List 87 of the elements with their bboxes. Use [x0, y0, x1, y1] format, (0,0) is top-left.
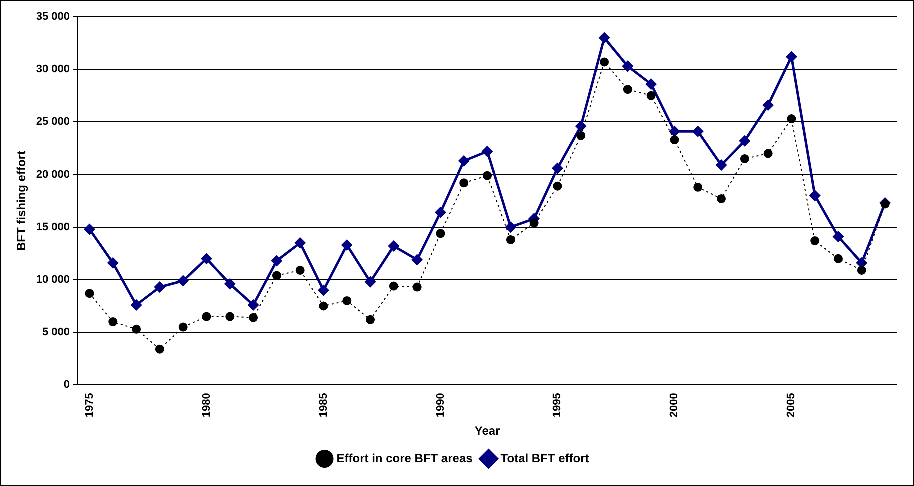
point	[669, 126, 680, 137]
y-tick-label: 35 000	[36, 11, 70, 24]
point	[226, 312, 235, 322]
point	[178, 322, 188, 332]
point	[622, 61, 634, 72]
x-tick-label: 1975	[84, 393, 96, 418]
point	[764, 149, 773, 158]
point	[694, 182, 703, 192]
x-tick-label: 2005	[786, 393, 798, 418]
point	[506, 235, 516, 244]
point	[576, 121, 586, 132]
point	[880, 200, 890, 209]
point	[670, 136, 680, 145]
legend-label: Total BFT effort	[500, 451, 590, 466]
point	[318, 285, 329, 296]
point	[388, 241, 400, 252]
point	[599, 32, 610, 44]
point	[834, 254, 844, 264]
x-axis-title: Year	[474, 424, 501, 438]
point	[412, 282, 422, 292]
y-tick-label: 5 000	[42, 326, 70, 339]
point	[154, 282, 166, 293]
x-tick-label: 2000	[668, 393, 681, 418]
point	[530, 218, 539, 228]
point	[576, 131, 586, 140]
point	[483, 171, 492, 180]
point	[202, 312, 212, 322]
point	[342, 296, 352, 306]
point	[365, 276, 376, 288]
y-tick-label: 20 000	[36, 168, 70, 181]
point	[833, 232, 844, 242]
point	[85, 289, 94, 298]
x-tick-label: 1985	[318, 393, 330, 418]
point	[600, 58, 610, 67]
point	[482, 146, 493, 157]
point	[786, 52, 797, 62]
point	[155, 344, 164, 354]
point	[132, 324, 142, 334]
point	[623, 85, 632, 94]
point	[342, 240, 352, 250]
point	[716, 160, 727, 171]
point	[131, 300, 142, 310]
y-tick-label: 30 000	[36, 64, 70, 76]
point	[857, 266, 866, 275]
point	[810, 236, 820, 246]
point	[272, 256, 282, 266]
point	[249, 313, 258, 322]
point	[272, 271, 282, 280]
point	[506, 222, 516, 233]
y-tick-label: 10 000	[36, 274, 70, 286]
y-tick-label: 15 000	[36, 221, 70, 234]
point	[436, 229, 446, 238]
point	[692, 126, 704, 137]
point	[412, 254, 423, 266]
point	[460, 178, 469, 188]
point	[646, 91, 656, 100]
point	[458, 156, 470, 166]
point	[717, 194, 726, 204]
point	[553, 182, 562, 191]
point	[552, 163, 563, 174]
x-tick-label: 1980	[200, 393, 213, 418]
point	[201, 254, 212, 264]
point	[366, 315, 376, 324]
point	[787, 114, 796, 124]
point	[319, 302, 328, 311]
point	[740, 154, 750, 164]
point	[740, 136, 750, 146]
legend-label: Effort in core BFT areas	[336, 451, 474, 466]
point	[856, 258, 868, 268]
x-tick-label: 1990	[434, 393, 447, 418]
point	[224, 278, 236, 290]
point	[108, 318, 118, 327]
y-axis-title: BFT fishing effort	[14, 151, 29, 252]
point	[646, 79, 657, 90]
point	[389, 282, 398, 291]
x-tick-label: 1995	[552, 393, 564, 418]
point	[296, 266, 305, 275]
y-tick-label: 25 000	[36, 116, 70, 128]
point	[810, 190, 820, 202]
y-tick-label: 0	[64, 379, 70, 392]
point	[435, 207, 446, 218]
point	[763, 100, 774, 111]
point	[178, 276, 189, 286]
point	[248, 300, 259, 310]
point	[295, 238, 306, 248]
point	[108, 258, 118, 268]
point	[84, 224, 95, 235]
